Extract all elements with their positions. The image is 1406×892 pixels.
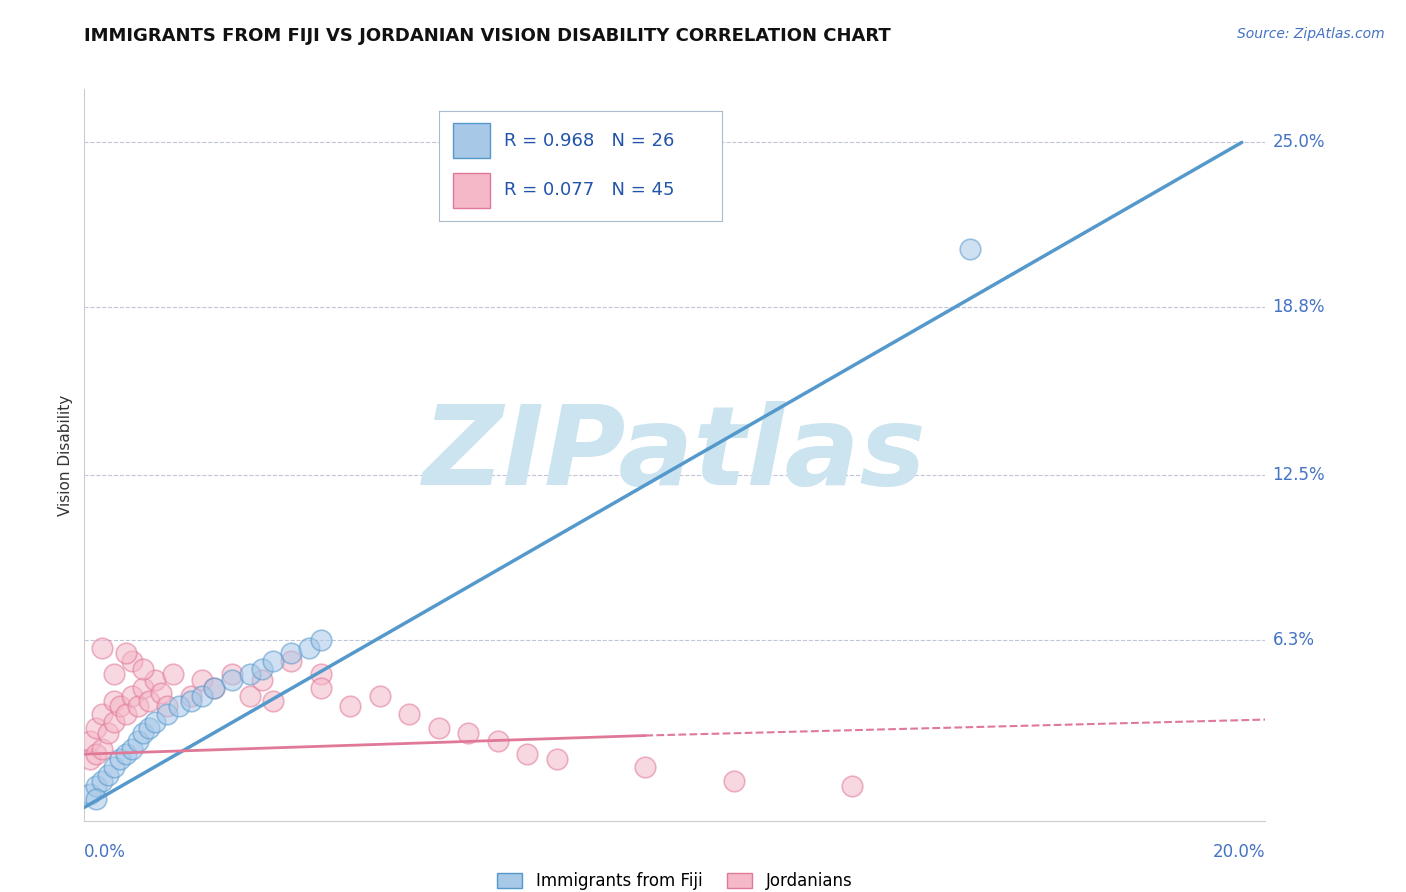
Point	[84, 747, 107, 761]
Text: 25.0%: 25.0%	[1272, 134, 1324, 152]
Point	[127, 734, 149, 748]
Point	[91, 707, 114, 722]
Point	[79, 734, 101, 748]
Point	[309, 667, 332, 681]
Text: 20.0%: 20.0%	[1213, 843, 1265, 861]
Point	[143, 715, 166, 730]
Point	[84, 721, 107, 735]
Text: Source: ZipAtlas.com: Source: ZipAtlas.com	[1237, 27, 1385, 41]
Point	[108, 699, 131, 714]
Point	[280, 646, 302, 660]
Point	[841, 779, 863, 793]
Point	[97, 768, 120, 782]
Point	[202, 681, 225, 695]
Text: 0.0%: 0.0%	[84, 843, 127, 861]
Point	[114, 646, 136, 660]
Point	[132, 662, 155, 676]
Point	[250, 673, 273, 687]
Point	[162, 667, 184, 681]
Point	[108, 752, 131, 766]
Point	[250, 662, 273, 676]
Point	[91, 773, 114, 788]
Point	[156, 707, 179, 722]
Point	[103, 694, 125, 708]
Point	[191, 689, 214, 703]
Point	[121, 654, 143, 668]
Point	[262, 694, 284, 708]
Point	[150, 686, 173, 700]
Point	[398, 707, 420, 722]
Point	[167, 699, 190, 714]
Point	[239, 667, 262, 681]
Point	[191, 673, 214, 687]
Point	[103, 760, 125, 774]
Point	[138, 694, 160, 708]
Point	[368, 689, 391, 703]
Point	[723, 773, 745, 788]
Point	[121, 741, 143, 756]
Point	[280, 654, 302, 668]
Point	[298, 640, 321, 655]
Point	[180, 694, 202, 708]
Point	[132, 681, 155, 695]
Y-axis label: Vision Disability: Vision Disability	[58, 394, 73, 516]
Text: ZIPatlas: ZIPatlas	[423, 401, 927, 508]
Point	[91, 640, 114, 655]
Point	[239, 689, 262, 703]
Point	[202, 681, 225, 695]
Point	[309, 632, 332, 647]
Point	[103, 667, 125, 681]
Point	[84, 792, 107, 806]
Point	[339, 699, 361, 714]
Point	[221, 667, 243, 681]
Text: IMMIGRANTS FROM FIJI VS JORDANIAN VISION DISABILITY CORRELATION CHART: IMMIGRANTS FROM FIJI VS JORDANIAN VISION…	[84, 27, 891, 45]
Point	[457, 726, 479, 740]
Point	[143, 673, 166, 687]
Point	[114, 747, 136, 761]
Text: 18.8%: 18.8%	[1272, 298, 1324, 317]
Text: 6.3%: 6.3%	[1272, 631, 1315, 648]
Point	[79, 752, 101, 766]
Point	[91, 741, 114, 756]
Point	[103, 715, 125, 730]
Point	[486, 734, 509, 748]
Text: 12.5%: 12.5%	[1272, 466, 1324, 483]
Point	[121, 689, 143, 703]
Legend: Immigrants from Fiji, Jordanians: Immigrants from Fiji, Jordanians	[491, 865, 859, 892]
Point	[427, 721, 450, 735]
Point	[132, 726, 155, 740]
Point	[221, 673, 243, 687]
Point	[262, 654, 284, 668]
Point	[84, 779, 107, 793]
Point	[114, 707, 136, 722]
Point	[97, 726, 120, 740]
Point	[546, 752, 568, 766]
Point	[138, 721, 160, 735]
Point	[959, 242, 981, 256]
Point	[516, 747, 538, 761]
Point	[79, 787, 101, 801]
Point	[156, 699, 179, 714]
Point	[634, 760, 657, 774]
Point	[127, 699, 149, 714]
Point	[180, 689, 202, 703]
Point	[309, 681, 332, 695]
